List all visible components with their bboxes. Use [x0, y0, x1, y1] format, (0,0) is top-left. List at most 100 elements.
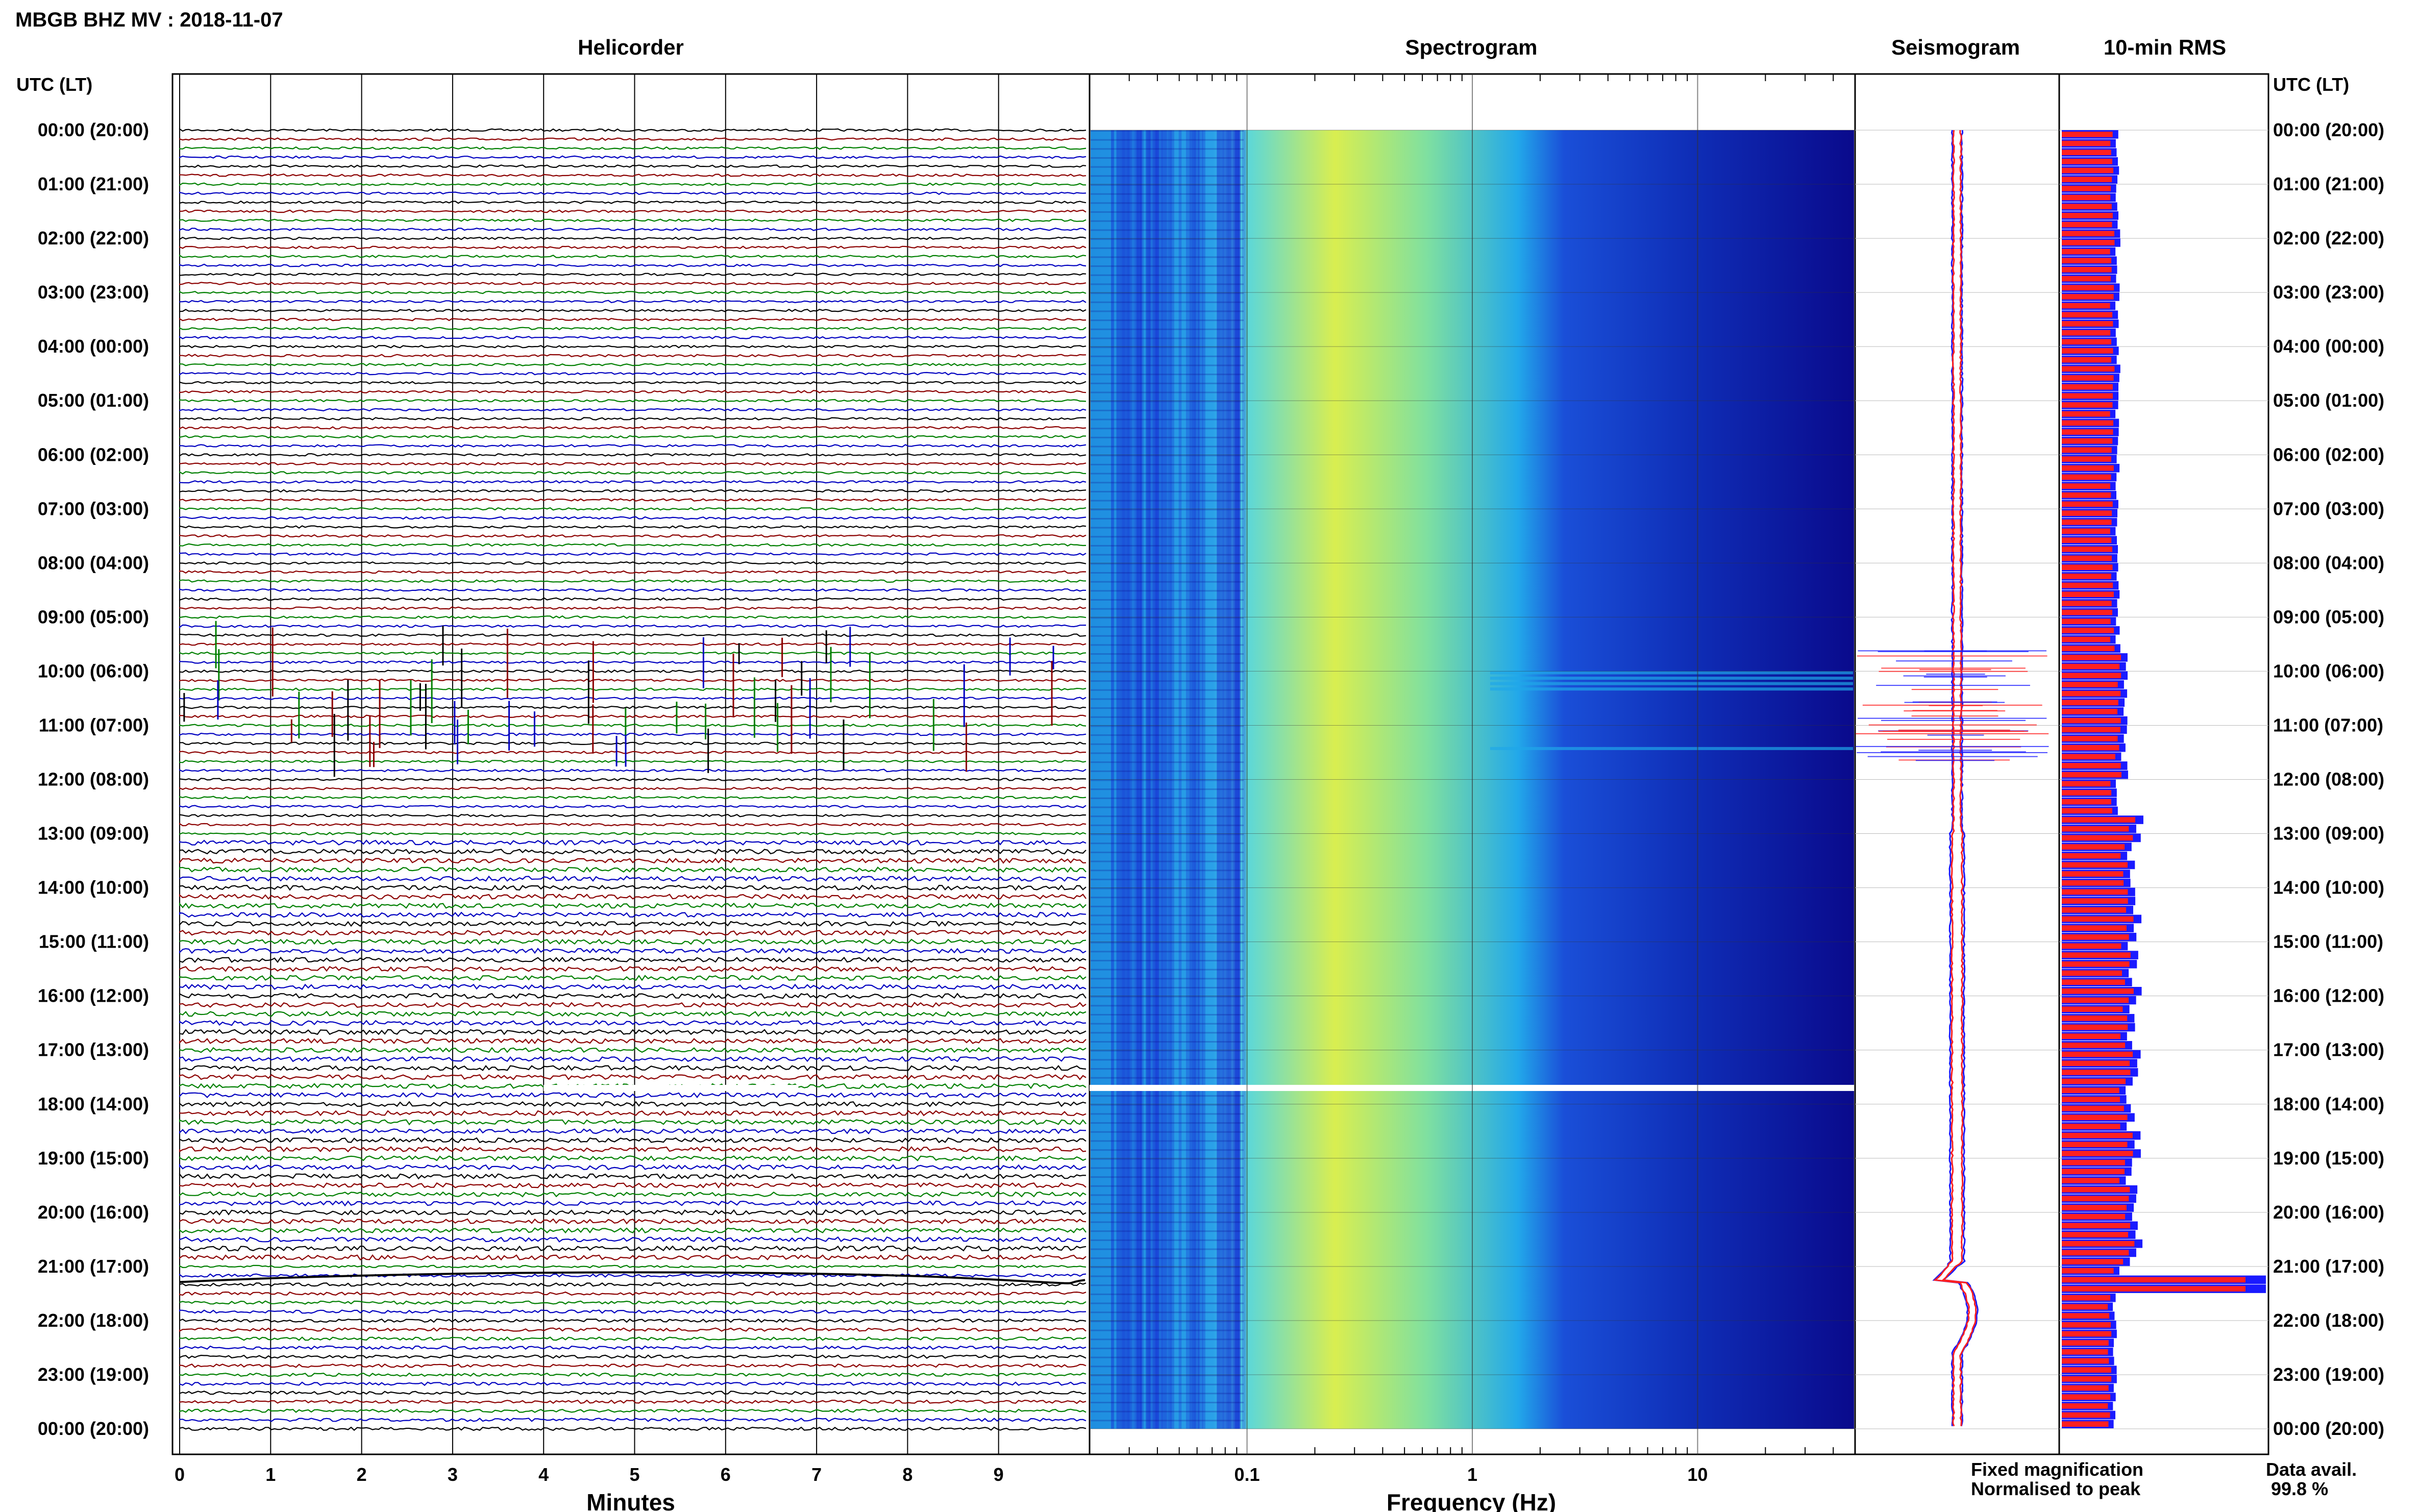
time-label-left: 15:00 (11:00): [39, 931, 149, 952]
rms-bar-normalised: [2062, 1169, 2125, 1175]
time-label-right: 20:00 (16:00): [2273, 1202, 2384, 1223]
rms-bar-normalised: [2062, 546, 2112, 552]
spectrogram-band: [1169, 130, 1174, 1429]
helicorder-trace: [179, 1101, 1087, 1107]
time-label-right: 14:00 (10:00): [2273, 877, 2384, 898]
spectrogram-stripe: [1091, 662, 1244, 664]
spectrogram-stripe: [1091, 617, 1244, 619]
rms-bar-normalised: [2062, 799, 2111, 805]
rms-bar-normalised: [2062, 1196, 2129, 1202]
spectrogram-stripe: [1091, 301, 1244, 303]
helicorder-trace: [179, 1381, 1087, 1386]
time-label-left: 22:00 (18:00): [38, 1310, 149, 1331]
helicorder-trace: [179, 236, 1087, 240]
rms-bar-normalised: [2062, 402, 2113, 408]
spectrogram-stripe: [1091, 1275, 1244, 1277]
rms-bar-normalised: [2062, 628, 2114, 633]
helicorder-tick-label: 5: [629, 1464, 639, 1485]
helicorder-trace: [179, 866, 1087, 873]
helicorder-trace: [179, 390, 1087, 393]
rms-bar-normalised: [2062, 186, 2111, 191]
helicorder-trace: [179, 227, 1087, 231]
spectrogram-band: [1122, 130, 1130, 1429]
rms-bar-normalised: [2062, 1367, 2111, 1373]
rms-bar-normalised: [2062, 294, 2114, 300]
time-label-left: 20:00 (16:00): [38, 1202, 149, 1223]
time-label-right: 15:00 (11:00): [2273, 931, 2383, 952]
spectrogram-title: Spectrogram: [1405, 35, 1537, 59]
helicorder-trace: [179, 300, 1087, 304]
spectrogram-burst: [1490, 682, 1853, 685]
helicorder-trace: [179, 1002, 1087, 1008]
spectrogram-band: [1227, 130, 1232, 1429]
spectrogram-xlabel: Frequency (Hz): [1387, 1489, 1556, 1512]
helicorder-trace: [179, 894, 1087, 900]
helicorder-trace: [179, 606, 1087, 610]
helicorder-trace: [179, 1209, 1087, 1216]
time-label-left: 12:00 (08:00): [38, 769, 149, 790]
spectrogram-stripe: [1091, 1347, 1244, 1349]
spectrogram-band: [1221, 130, 1224, 1429]
spectrogram-band: [1139, 130, 1142, 1429]
helicorder-trace: [179, 1064, 1087, 1072]
helicorder-trace: [179, 947, 1087, 954]
helicorder-trace: [179, 480, 1087, 484]
time-label-left: 00:00 (20:00): [38, 1418, 149, 1439]
rms-bar-normalised: [2062, 1223, 2131, 1229]
spectrogram-stripe: [1091, 1032, 1244, 1034]
time-label-right: 03:00 (23:00): [2273, 282, 2384, 303]
spectrogram-stripe: [1091, 788, 1244, 790]
helicorder-trace: [179, 697, 1087, 700]
spectrogram-stripe: [1091, 436, 1244, 438]
helicorder-trace: [179, 182, 1087, 186]
rms-bar-normalised: [2062, 177, 2112, 183]
rms-bar-normalised: [2062, 357, 2111, 363]
spectrogram-band: [1197, 130, 1200, 1429]
rms-bar-normalised: [2062, 943, 2121, 949]
rms-bar-normalised: [2062, 1250, 2129, 1256]
helicorder-trace: [179, 155, 1087, 159]
spectrogram-band: [1110, 130, 1115, 1429]
rms-bar-normalised: [2062, 447, 2112, 453]
spectrogram-stripe: [1091, 1068, 1244, 1070]
spectrogram-stripe: [1091, 1104, 1244, 1106]
rms-bar-normalised: [2062, 961, 2130, 967]
rms-bar-normalised: [2062, 745, 2119, 751]
rms-bar-normalised: [2062, 736, 2118, 741]
spectrogram-band: [1233, 130, 1240, 1429]
spectrogram-stripe: [1091, 1023, 1244, 1025]
helicorder-tick-label: 6: [721, 1464, 731, 1485]
helicorder-tick-label: 4: [538, 1464, 549, 1485]
spectrogram-stripe: [1091, 671, 1244, 673]
spectrogram-stripe: [1091, 644, 1244, 646]
helicorder-trace: [179, 921, 1087, 927]
time-label-left: 06:00 (02:00): [38, 444, 149, 465]
spectrogram-stripe: [1091, 256, 1244, 258]
helicorder-trace: [179, 1092, 1087, 1099]
helicorder-trace: [179, 561, 1087, 565]
rms-bar-normalised: [2062, 267, 2112, 272]
time-label-left: 09:00 (05:00): [38, 606, 149, 627]
rms-bar-normalised: [2062, 429, 2113, 435]
rms-bar-normalised: [2062, 709, 2118, 714]
helicorder-trace: [179, 137, 1087, 141]
rms-bar-normalised: [2062, 132, 2113, 137]
helicorder-trace: [179, 651, 1087, 655]
spectrogram-stripe: [1091, 130, 1244, 132]
spectrogram-stripe: [1091, 1293, 1244, 1295]
helicorder-trace: [179, 1372, 1087, 1377]
rms-bar-normalised: [2062, 555, 2112, 561]
time-label-right: 06:00 (02:00): [2273, 444, 2384, 465]
rms-bar-normalised: [2062, 844, 2125, 850]
time-label-right: 21:00 (17:00): [2273, 1256, 2384, 1277]
helicorder-trace: [179, 732, 1087, 736]
spectrogram-stripe: [1091, 238, 1244, 240]
spectrogram-stripe: [1091, 418, 1244, 420]
rms-bar-normalised: [2062, 1313, 2110, 1319]
spectrogram-stripe: [1091, 1374, 1244, 1376]
rms-bar-normalised: [2062, 276, 2111, 282]
helicorder-trace: [179, 489, 1087, 493]
seismogram-trace-fixed: [1932, 130, 1969, 1426]
spectrogram-stripe: [1091, 536, 1244, 538]
